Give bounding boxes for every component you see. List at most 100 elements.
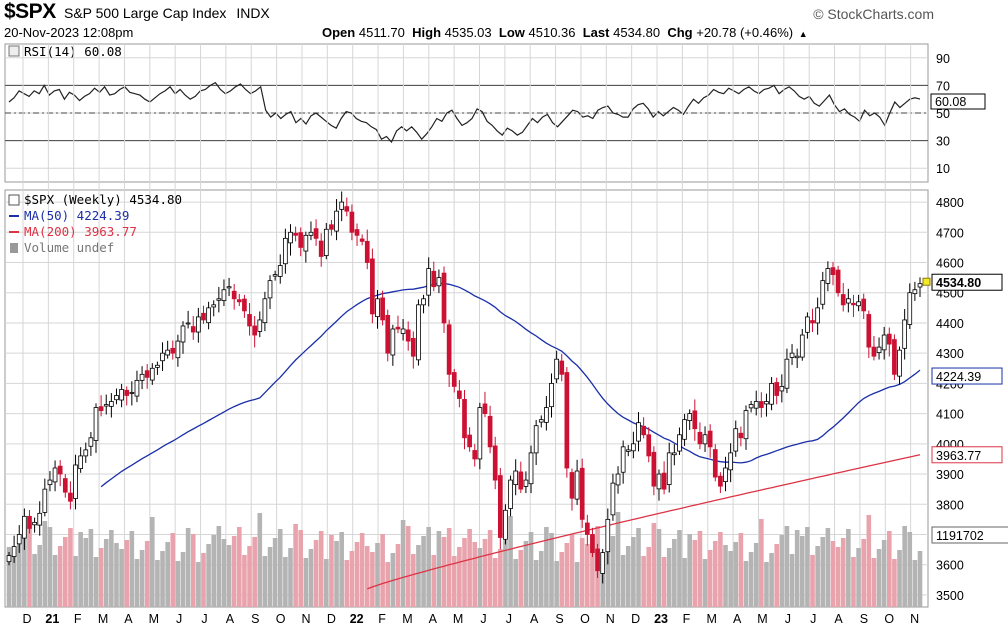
price-tick-label: 4600 [936,257,964,271]
volume-bar [866,515,872,607]
volume-bar [318,531,324,607]
volume-bar [579,538,585,607]
date-tick-label: D [22,612,31,626]
volume-bar [748,552,754,607]
volume-tag-box [931,526,1008,544]
volume-bar [789,554,795,607]
candle-body [313,228,319,239]
date-tick-label: M [402,612,412,626]
low-label: Low [498,25,525,40]
candle-body [103,404,109,407]
volume-bar [498,549,503,607]
volume-bar [871,558,877,607]
candle-body [579,467,585,520]
volume-bar [661,557,667,607]
candle-body [6,555,12,563]
volume-bar [625,546,631,607]
volume-bar [272,538,278,607]
brand-watermark[interactable]: © StockCharts.com [813,6,934,22]
candle-body [134,379,140,397]
date-tick-label: F [378,612,386,626]
date-tick-label: M [757,612,767,626]
volume-bar [728,551,733,607]
volume-bar [426,527,431,607]
last-price-tag-box [931,273,1003,291]
index-name: S&P 500 Large Cap Index [64,5,227,21]
volume-bar [47,527,53,607]
volume-bar [457,547,462,607]
volume-bar [815,546,820,607]
volume-bar [682,558,687,607]
candle-body [88,437,94,447]
date-tick-label: O [884,612,894,626]
volume-bar [308,549,314,607]
candle-body [533,425,539,454]
volume-bar [912,560,918,607]
candle-body [236,299,242,303]
candle-body [410,337,416,357]
candle-body [247,314,252,327]
price-legend-entry: $SPX (Weekly) 4534.80 [24,192,182,207]
candle-body [185,322,191,325]
volume-bar [840,538,846,607]
candle-body [574,470,580,500]
volume-bar [375,543,380,607]
candle-body [671,452,677,456]
volume-bar [364,546,370,607]
volume-bar [569,534,575,607]
volume-bar [518,550,524,607]
rsi-tick-label: 70 [936,79,950,93]
volume-tag-text: 1191702 [936,529,984,543]
volume-bar [170,533,176,607]
volume-bar [666,548,672,607]
volume-bar [150,517,155,607]
rsi-axis: 90 70 50 30 10 [936,52,950,176]
volume-bar [753,543,759,607]
volume-bar [6,547,12,607]
date-tick-label: A [429,612,438,626]
date-tick-label: A [226,612,235,626]
volume-bar [93,557,99,607]
candle-body [851,302,856,306]
volume-bar [651,523,657,607]
candle-body [206,307,211,324]
low-value: 4510.36 [528,25,576,40]
rsi-last-tag-text: 60.08 [935,95,966,109]
volume-bar [78,532,83,607]
candle-body [738,432,744,439]
price-legend-entry: Volume undef [24,240,114,255]
volume-bar [52,555,58,607]
volume-bar [805,527,810,607]
candle-body [201,312,206,321]
candle-body [288,231,293,244]
volume-bar [656,529,662,607]
price-tick-label: 3900 [936,468,964,482]
volume-bar [62,537,68,607]
date-tick-label: A [124,612,133,626]
volume-bar [631,537,636,607]
candle-body [523,479,529,487]
candle-body [497,475,503,538]
price-tick-label: 4400 [936,317,964,331]
volume-bar [247,546,252,607]
volume-bar [221,539,227,607]
volume-bar [226,545,232,607]
candle-body [165,349,171,356]
candle-body [595,548,600,572]
volume-bar [718,532,723,607]
candle-body [405,329,411,342]
date-tick-label: J [810,612,816,626]
volume-bar [380,534,385,607]
candle-body [753,401,759,409]
volume-bar [554,561,559,607]
volume-bar [462,538,467,607]
volume-bar [324,559,329,607]
candle-body [508,479,513,509]
candle-body [912,289,918,295]
volume-bar [288,548,293,607]
volume-bar [646,547,652,607]
candle-body [211,304,217,308]
candle-body [385,315,391,354]
candle-body [728,452,733,471]
